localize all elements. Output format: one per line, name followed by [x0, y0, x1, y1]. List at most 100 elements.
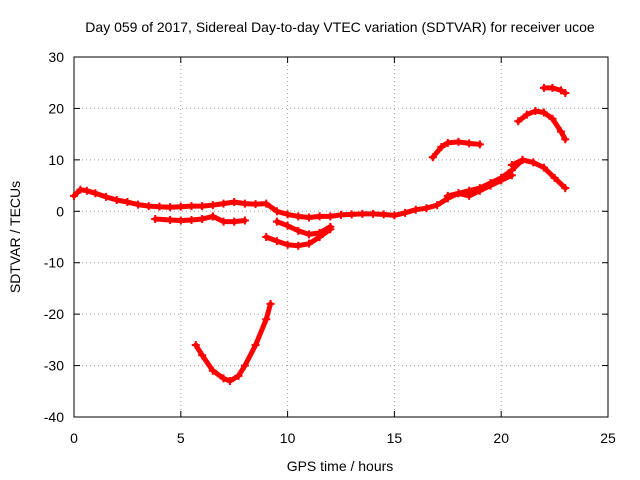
data-point — [251, 200, 260, 209]
data-point — [522, 110, 531, 119]
data-point — [176, 202, 185, 211]
x-axis-label: GPS time / hours — [287, 458, 394, 474]
data-point — [266, 299, 275, 308]
data-point — [230, 198, 239, 207]
data-point — [315, 228, 324, 237]
data-point — [550, 173, 559, 182]
data-point — [191, 341, 200, 349]
y-tick-label: 30 — [48, 49, 64, 65]
data-point — [283, 240, 292, 249]
data-point — [529, 158, 538, 167]
data-point — [561, 184, 570, 193]
data-point — [475, 186, 484, 195]
data-point — [251, 341, 260, 349]
y-ticks: -40 -30 -20 -10 0 10 20 30 — [44, 49, 608, 425]
data-point — [230, 217, 239, 226]
data-point — [262, 233, 271, 241]
data-point — [539, 83, 548, 92]
data-point — [76, 185, 85, 194]
data-point — [144, 202, 153, 211]
series-line — [541, 85, 568, 96]
series-trace-upper-right — [514, 107, 570, 144]
data-point — [219, 217, 228, 226]
data-point — [337, 210, 345, 219]
series-trace-dip-short — [208, 212, 249, 226]
series-trace-right-lower — [443, 171, 516, 200]
data-point — [294, 212, 303, 221]
y-tick-label: 20 — [48, 100, 64, 116]
data-point — [176, 216, 185, 225]
data-point — [240, 361, 249, 370]
data-point — [187, 216, 196, 225]
data-point — [272, 237, 281, 246]
data-point — [326, 212, 335, 221]
data-point — [428, 153, 437, 162]
data-point — [379, 210, 388, 219]
data-point — [358, 209, 367, 218]
data-point — [198, 215, 207, 223]
data-point — [234, 371, 243, 380]
data-point — [262, 199, 271, 208]
data-point — [561, 135, 570, 144]
data-point — [422, 204, 431, 213]
data-point — [294, 226, 303, 235]
y-axis-label: SDTVAR / TECUs — [7, 181, 23, 293]
y-tick-label: -20 — [44, 306, 64, 322]
series-trace-right-descend — [507, 155, 570, 193]
data-point — [315, 212, 324, 221]
data-point — [539, 163, 548, 172]
data-point — [507, 171, 516, 180]
data-point — [326, 222, 335, 231]
data-point — [507, 161, 516, 169]
x-ticks: 0 5 10 15 20 25 — [70, 57, 616, 446]
grid — [74, 57, 608, 417]
data-point — [294, 241, 303, 250]
y-tick-label: 0 — [56, 203, 64, 219]
data-point — [272, 217, 281, 226]
data-point — [82, 186, 91, 195]
data-point — [454, 137, 463, 146]
data-point — [369, 209, 378, 218]
data-point — [123, 198, 132, 207]
series-line — [193, 301, 273, 384]
data-point — [465, 139, 474, 148]
data-point — [240, 216, 249, 225]
data-point — [497, 176, 506, 185]
data-point — [443, 191, 452, 200]
data-point — [155, 202, 164, 211]
series-trace-top-right — [539, 83, 570, 97]
x-tick-label: 10 — [280, 430, 296, 446]
data-point — [539, 108, 548, 117]
data-point — [486, 181, 495, 190]
data-point — [557, 127, 566, 136]
x-tick-label: 5 — [177, 430, 185, 446]
y-tick-label: -10 — [44, 255, 64, 271]
data-point — [283, 221, 292, 230]
data-point — [531, 107, 540, 115]
data-point — [437, 143, 446, 151]
data-point — [514, 117, 523, 126]
data-point — [198, 351, 207, 360]
data-point — [475, 140, 484, 149]
x-tick-label: 20 — [493, 430, 509, 446]
data-point — [166, 216, 175, 225]
series-trace-dip-b — [272, 217, 335, 239]
data-point — [70, 191, 78, 200]
data-point — [283, 210, 292, 219]
data-point — [240, 199, 249, 208]
data-point — [166, 203, 175, 212]
x-tick-label: 15 — [387, 430, 403, 446]
data-point — [411, 205, 420, 214]
data-point — [112, 195, 121, 204]
data-point — [454, 189, 463, 198]
data-point — [548, 114, 557, 123]
data-point — [304, 239, 313, 248]
data-point — [304, 230, 313, 239]
x-tick-label: 25 — [600, 430, 616, 446]
data-point — [262, 315, 271, 324]
data-point — [557, 86, 566, 95]
data-point — [433, 201, 442, 210]
data-point — [134, 200, 143, 209]
data-point — [548, 83, 557, 92]
